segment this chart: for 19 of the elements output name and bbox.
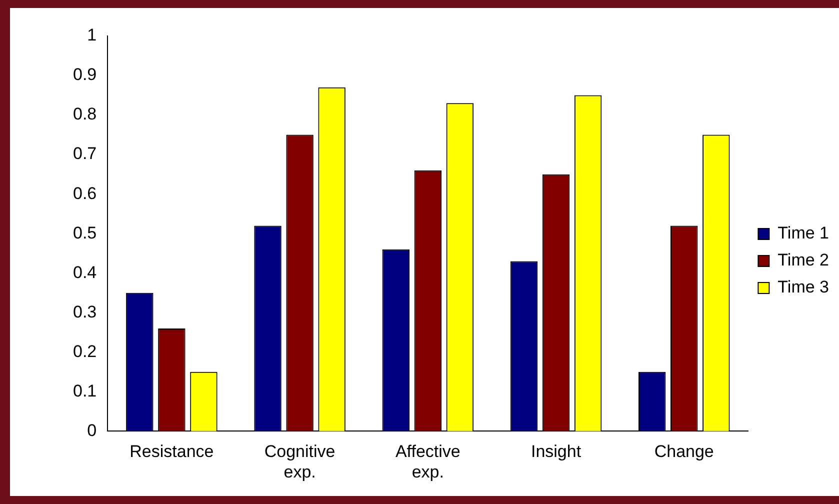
y-tick-label: 0.7 <box>72 144 97 164</box>
y-tick-label: 0.3 <box>72 302 97 322</box>
y-tick-label: 0 <box>87 420 97 440</box>
x-tick-label: Change <box>654 442 714 462</box>
x-tick-label: Insight <box>530 442 582 462</box>
legend-label: Time 3 <box>778 278 830 297</box>
y-tick-label: 0.9 <box>72 65 97 84</box>
y-tick-label: 0.4 <box>72 262 97 282</box>
y-tick-label: 0.2 <box>72 342 97 361</box>
y-tick-label: 0.1 <box>72 381 97 400</box>
y-tick-label: 0.8 <box>72 104 97 124</box>
legend-label: Time 2 <box>778 250 830 270</box>
x-tick-label: Resistance <box>130 442 214 462</box>
x-tick-label: Cognitive exp. <box>264 442 336 482</box>
y-tick-label: 1 <box>87 26 97 45</box>
legend-label: Time 1 <box>778 224 830 243</box>
x-tick-label: Affective exp. <box>395 442 460 482</box>
y-tick-label: 0.6 <box>72 184 97 203</box>
y-tick-label: 0.5 <box>72 223 97 242</box>
